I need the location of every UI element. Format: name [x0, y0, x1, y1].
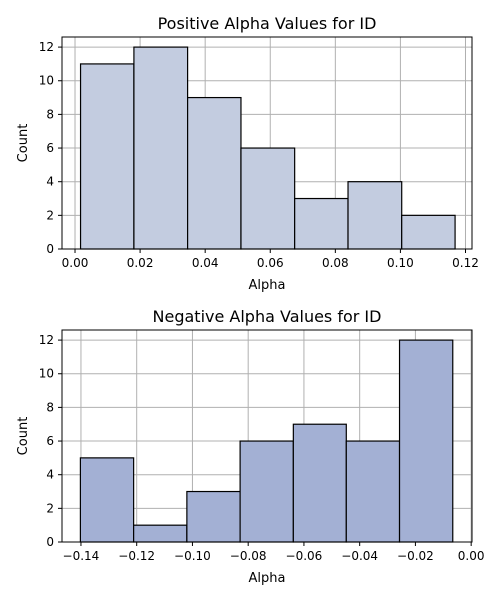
x-tick-label: −0.04 [341, 549, 378, 563]
histogram-bar [187, 96, 242, 250]
histogram-bar [133, 46, 189, 250]
histogram-bar [186, 490, 241, 543]
histogram-bar [239, 440, 294, 543]
histogram-bar [79, 63, 135, 250]
x-tick-label: 0.00 [458, 549, 485, 563]
histogram-bar [240, 147, 296, 250]
histogram-bar [294, 197, 349, 250]
x-tick-label: 0.06 [257, 256, 284, 270]
y-tick-label: 8 [46, 107, 54, 121]
x-tick-label: 0.08 [322, 256, 349, 270]
x-axis-label: Alpha [249, 571, 286, 586]
y-tick-label: 2 [46, 208, 54, 222]
x-tick-label: 0.12 [452, 256, 479, 270]
chart-title: Positive Alpha Values for ID [158, 14, 377, 33]
histogram-bar [345, 440, 401, 543]
x-axis-label: Alpha [249, 278, 286, 293]
histogram-bar [79, 457, 135, 543]
histogram-bar [398, 339, 454, 543]
y-tick-label: 10 [39, 367, 54, 381]
subplot-2: −0.14 −0.12 −0.10 −0.08 −0.06 −0.04 −0.02 0.00 0… [16, 307, 485, 586]
y-tick-label: 12 [39, 333, 54, 347]
y-axis-label: Count [16, 124, 31, 163]
x-tick-label: 0.04 [192, 256, 219, 270]
y-tick-label: 12 [39, 40, 54, 54]
histogram-bar [292, 423, 347, 543]
x-tick-label: −0.02 [397, 549, 434, 563]
x-tick-label: −0.14 [63, 549, 100, 563]
subplot-1: 0.00 0.02 0.04 0.06 0.08 0.10 0.12 0 2 4 6 8 10 12 Pos… [16, 14, 479, 293]
y-tick-label: 0 [46, 535, 54, 549]
histogram-bar [133, 524, 188, 543]
x-tick-label: 0.02 [127, 256, 154, 270]
histogram-bar [347, 181, 403, 250]
x-tick-label: 0.00 [62, 256, 89, 270]
y-tick-label: 4 [46, 468, 54, 482]
y-tick-label: 6 [46, 434, 54, 448]
y-tick-label: 2 [46, 501, 54, 515]
axes-frame [61, 36, 473, 250]
x-tick-label: −0.12 [118, 549, 155, 563]
y-tick-label: 0 [46, 242, 54, 256]
x-tick-label: −0.08 [230, 549, 267, 563]
y-axis-label: Count [16, 417, 31, 456]
axes-frame [61, 329, 473, 543]
y-tick-label: 6 [46, 141, 54, 155]
y-tick-label: 4 [46, 175, 54, 189]
y-tick-label: 10 [39, 74, 54, 88]
x-tick-label: −0.10 [174, 549, 211, 563]
histogram-bar [401, 214, 456, 250]
y-tick-label: 8 [46, 400, 54, 414]
x-tick-label: 0.10 [387, 256, 414, 270]
x-tick-label: −0.06 [286, 549, 323, 563]
chart-title: Negative Alpha Values for ID [153, 307, 382, 326]
